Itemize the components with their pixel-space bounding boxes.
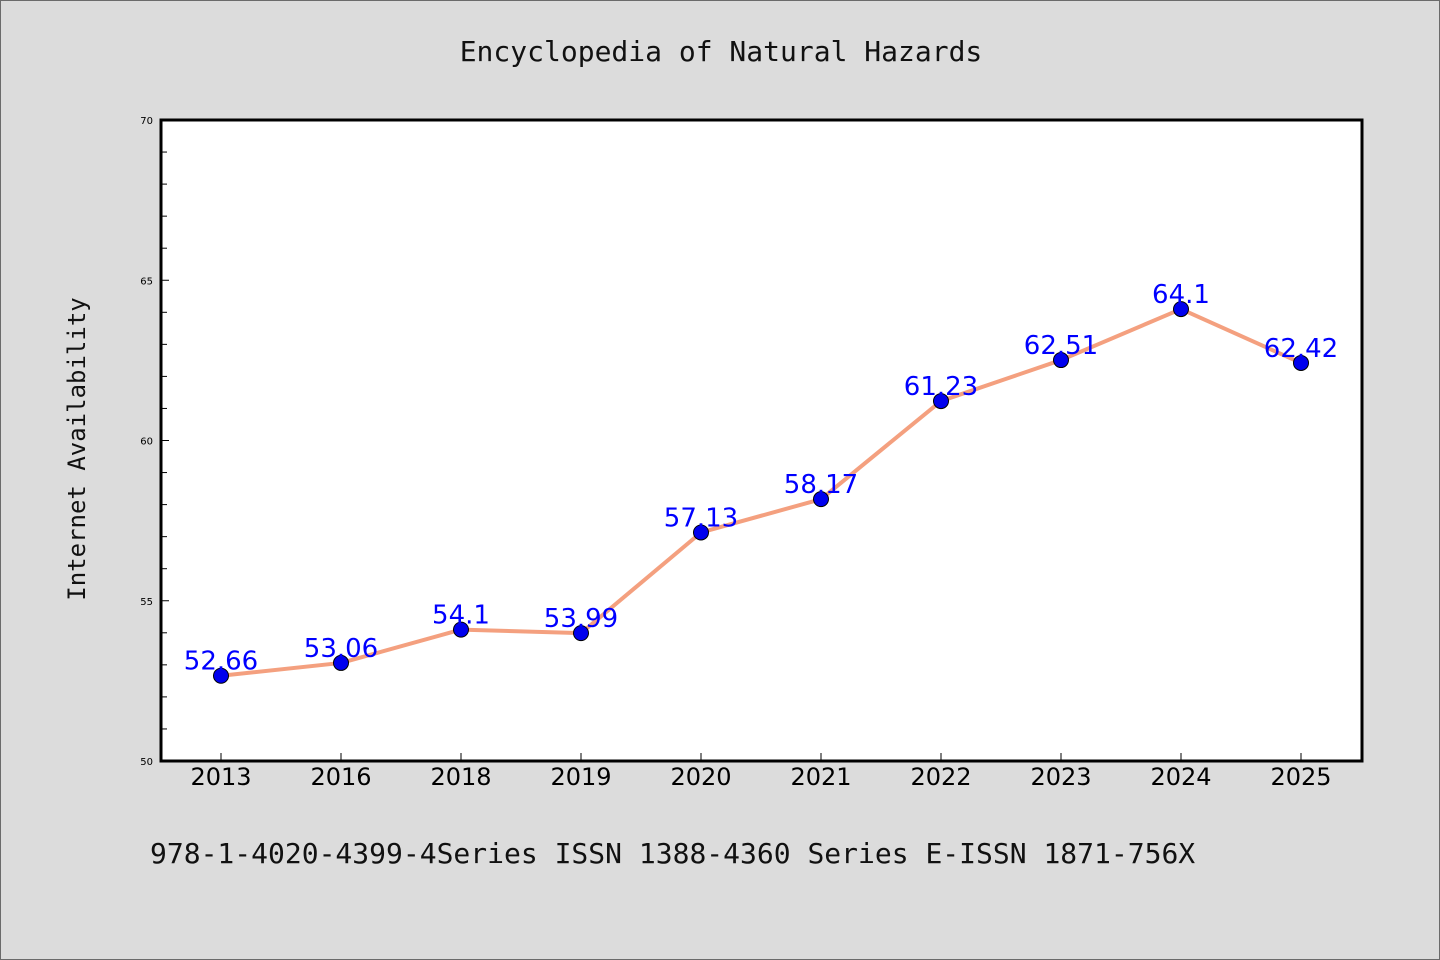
- data-point: [333, 654, 349, 671]
- x-axis-ticks: 2013 2016 2018 2019 2020 2021 2022 2023 2024 2025: [190, 753, 1332, 791]
- y-tick-label: 60: [140, 437, 153, 448]
- y-tick-label: 70: [140, 116, 153, 127]
- data-label: 64.1: [1152, 280, 1210, 310]
- data-point: [813, 491, 829, 508]
- data-label: 53.06: [304, 634, 378, 664]
- y-tick-label: 50: [140, 757, 153, 768]
- data-label: 62.51: [1024, 331, 1098, 361]
- series-line: [220, 307, 1302, 678]
- data-point: [573, 625, 589, 642]
- y-tick-label: 55: [140, 597, 153, 608]
- data-point: [693, 524, 709, 541]
- data-label: 62.42: [1264, 334, 1338, 364]
- data-label: 57.13: [664, 503, 738, 533]
- data-point: [1173, 301, 1189, 318]
- data-label: 52.66: [184, 647, 258, 677]
- data-point: [1293, 354, 1309, 371]
- data-label: 58.17: [784, 470, 858, 500]
- plot-area: [159, 118, 1364, 763]
- data-point: [1053, 352, 1069, 369]
- x-tick-label: 2021: [790, 763, 851, 791]
- x-tick-label: 2025: [1270, 763, 1331, 791]
- data-label: 53.99: [544, 604, 618, 634]
- x-tick-label: 2019: [550, 763, 611, 791]
- x-tick-label: 2018: [430, 763, 491, 791]
- data-point: [213, 667, 229, 684]
- x-tick-label: 2020: [670, 763, 731, 791]
- x-tick-label: 2023: [1030, 763, 1091, 791]
- x-tick-label: 2024: [1150, 763, 1211, 791]
- data-label: 54.1: [432, 601, 490, 631]
- x-tick-label: 2016: [310, 763, 371, 791]
- y-tick-label: 65: [140, 276, 153, 287]
- data-label: 61.23: [904, 372, 978, 402]
- chart-title: Encyclopedia of Natural Hazards: [459, 35, 983, 68]
- x-tick-label: 2022: [910, 763, 971, 791]
- data-point: [933, 393, 949, 410]
- y-axis-ticks: 50 55 60 65 70: [140, 116, 169, 768]
- data-labels: 52.66 53.06 54.1 53.99 57.13 58.17 61.23 62.51 6…: [184, 280, 1338, 677]
- data-point: [453, 621, 469, 638]
- chart-caption: 978-1-4020-4399-4Series ISSN 1388-4360 S…: [150, 837, 1196, 870]
- x-tick-label: 2013: [190, 763, 251, 791]
- data-markers: [213, 301, 1309, 684]
